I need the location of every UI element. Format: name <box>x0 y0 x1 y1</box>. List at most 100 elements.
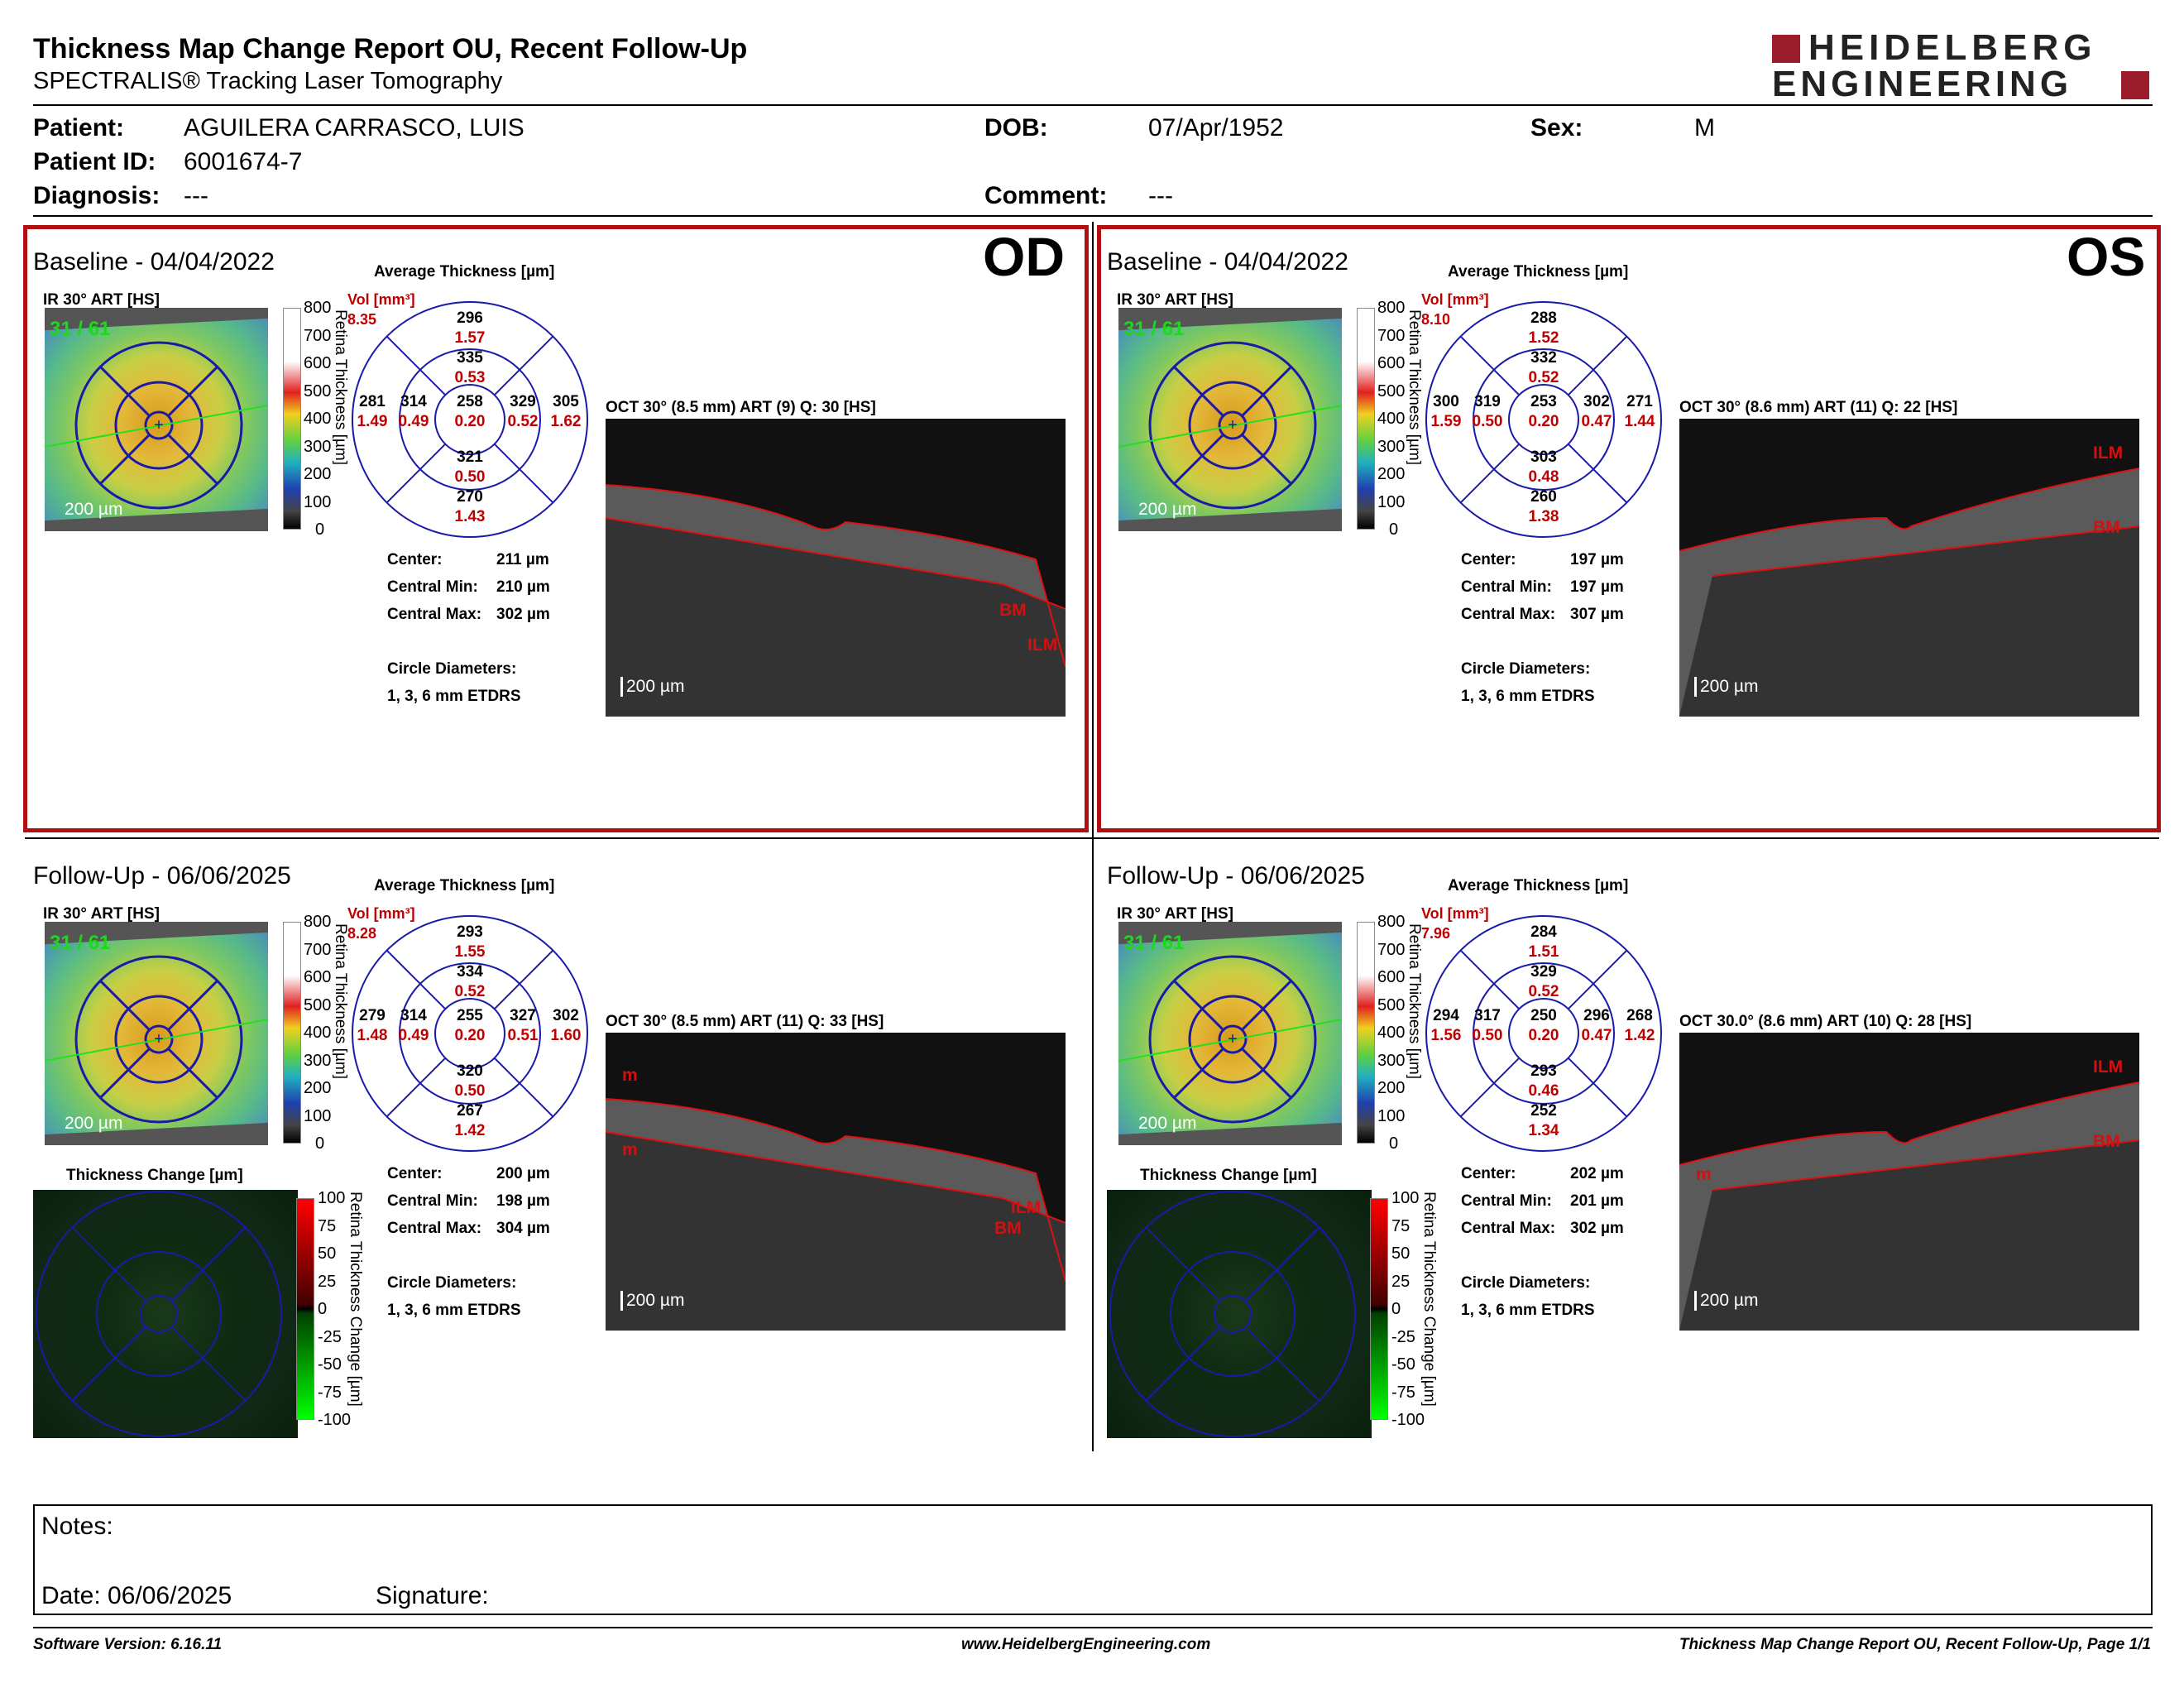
thickness-change-map[interactable] <box>1107 1190 1372 1438</box>
fundus-thickness-map[interactable]: +31 / 61 200 µm <box>45 308 268 531</box>
fundus-thickness-map[interactable]: +31 / 61 200 µm <box>1118 308 1342 531</box>
metric-value: 302 µm <box>496 606 550 623</box>
grid-outer-temp-thickness: 294 <box>1433 1007 1459 1024</box>
fundus-grid-spoke <box>167 1048 218 1099</box>
fundus-etdrs-grid: + <box>1118 341 1342 510</box>
change-title: Thickness Change [µm] <box>1140 1167 1317 1184</box>
etdrs-spoke <box>493 335 554 396</box>
colorbar-tick: 200 <box>1377 1079 1406 1097</box>
fundus-grid-spoke <box>99 434 151 485</box>
oct-label: OCT 30° (8.5 mm) ART (9) Q: 30 [HS] <box>606 399 876 416</box>
signature-label: Signature: <box>376 1582 489 1609</box>
metric-value: 197 µm <box>1570 578 1624 596</box>
metric-label: 1, 3, 6 mm ETDRS <box>387 1302 521 1319</box>
vol-value: 8.35 <box>347 311 377 328</box>
etdrs-ring-2 <box>1473 348 1615 491</box>
fundus-grid-spoke <box>1173 434 1224 485</box>
grid-outer-temp-volume: 1.48 <box>357 1027 388 1044</box>
oct-bscan-image[interactable]: 200 µm ILM BM m <box>1679 1033 2139 1331</box>
choroid-tissue <box>606 1132 1066 1331</box>
change-tick: 75 <box>1391 1216 1410 1235</box>
grid-outer-inf-volume: 1.38 <box>1529 508 1559 525</box>
fundus-grid-spoke <box>1173 1048 1224 1099</box>
grid-inner-inf-volume: 0.48 <box>1529 468 1559 486</box>
grid-inner-inf-volume: 0.50 <box>455 1082 486 1100</box>
grid-outer-sup-volume: 1.55 <box>455 943 486 961</box>
notes-box[interactable] <box>33 1504 2153 1615</box>
fundus-grid-ring-1 <box>74 341 243 510</box>
oct-layer-tag: m <box>622 1140 638 1159</box>
metric-label: Center: <box>1461 551 1516 568</box>
colorbar-tick: 300 <box>1377 437 1406 456</box>
oct-label: OCT 30° (8.5 mm) ART (11) Q: 33 [HS] <box>606 1013 884 1030</box>
oct-bscan-image[interactable]: 200 µm ILM BM <box>1679 419 2139 717</box>
scan-line <box>45 1019 268 1062</box>
etdrs-spoke <box>1567 1057 1628 1118</box>
etdrs-spoke <box>386 949 447 1010</box>
grid-inner-inf-volume: 0.50 <box>455 468 486 486</box>
os-baseline-frame <box>1097 225 2161 832</box>
change-etdrs-grid <box>1109 1191 1356 1437</box>
colorbar-tick: 800 <box>304 299 332 317</box>
metric-value: 302 µm <box>1570 1220 1624 1237</box>
grid-outer-temp-volume: 1.59 <box>1431 413 1462 430</box>
fundus-thickness-map[interactable]: +31 / 61 200 µm <box>1118 922 1342 1145</box>
fundus-grid-spoke <box>1173 366 1224 417</box>
sex-label: Sex: <box>1530 114 1583 141</box>
change-tick: 0 <box>1391 1300 1401 1318</box>
grid-inner-nas-volume: 0.47 <box>1582 413 1612 430</box>
grid-inner-sup-volume: 0.53 <box>455 369 486 386</box>
oct-bscan-image[interactable]: 200 µm BM ILM <box>606 419 1066 717</box>
metric-label: Circle Diameters: <box>1461 1274 1591 1292</box>
website-link[interactable]: www.HeidelbergEngineering.com <box>961 1636 1211 1653</box>
grid-inner-nas-thickness: 329 <box>510 393 536 410</box>
colorbar-tick: 600 <box>1377 968 1406 986</box>
fovea-cross-icon: + <box>1228 416 1238 434</box>
change-grid-ring-2 <box>96 1251 222 1377</box>
grid-outer-nas-thickness: 302 <box>553 1007 579 1024</box>
vol-value: 7.96 <box>1421 925 1451 942</box>
thickness-colorbar <box>1357 922 1375 1144</box>
colorbar-tick: 100 <box>1377 492 1406 511</box>
etdrs-ring-3 <box>1508 998 1579 1069</box>
change-grid-spoke <box>71 1226 147 1302</box>
fundus-thickness-map[interactable]: +31 / 61 200 µm <box>45 922 268 1145</box>
change-tick: -25 <box>1391 1327 1415 1346</box>
colorbar-tick: 800 <box>1377 913 1406 931</box>
change-grid-ring-1 <box>36 1191 282 1437</box>
metric-label: Circle Diameters: <box>387 660 517 678</box>
change-tick: -75 <box>318 1383 342 1402</box>
oct-scale-label: 200 µm <box>1694 677 1758 697</box>
bm-line <box>606 1131 1066 1224</box>
etdrs-ring-3 <box>434 998 505 1069</box>
report-title: Thickness Map Change Report OU, Recent F… <box>33 33 748 65</box>
grid-inner-nas-thickness: 296 <box>1583 1007 1610 1024</box>
etdrs-thickness-grid: 288 1.52 332 0.52 300 1.59 319 0.50 253 0.20 302 0.… <box>1425 301 1662 538</box>
etdrs-spoke <box>1567 949 1628 1010</box>
metric-label: 1, 3, 6 mm ETDRS <box>1461 688 1595 705</box>
oct-bscan-image[interactable]: 200 µm m m ILM BM <box>606 1033 1066 1331</box>
metric-value: 304 µm <box>496 1220 550 1237</box>
vol-label: Vol [mm³] <box>347 291 415 308</box>
oct-layer-tag: BM <box>994 1219 1022 1238</box>
colorbar-tick: 300 <box>304 1051 332 1070</box>
metric-value: 197 µm <box>1570 551 1624 568</box>
patient-name: AGUILERA CARRASCO, LUIS <box>184 114 524 141</box>
change-tick: 100 <box>318 1189 346 1207</box>
oct-layer-tag: BM <box>999 601 1027 620</box>
grid-inner-temp-volume: 0.49 <box>399 413 429 430</box>
thickness-colorbar <box>283 308 301 530</box>
grid-outer-sup-thickness: 288 <box>1530 309 1557 327</box>
thickness-change-map[interactable] <box>33 1190 298 1438</box>
etdrs-thickness-grid: 296 1.57 335 0.53 281 1.49 314 0.49 258 0.20 329 0.… <box>352 301 588 538</box>
metric-value: 211 µm <box>496 551 549 568</box>
diagnosis-value: --- <box>184 182 208 209</box>
fundus-grid-spoke <box>1241 1048 1292 1099</box>
oct-layer-tag: ILM <box>2093 1057 2124 1077</box>
change-tick: 50 <box>318 1244 337 1263</box>
change-grid-spoke <box>1244 1326 1320 1402</box>
metric-label: Central Max: <box>387 606 482 623</box>
change-colorbar <box>1370 1198 1388 1420</box>
fixation-score: 31 / 61 <box>1123 932 1185 954</box>
grid-center-thickness: 258 <box>457 393 483 410</box>
